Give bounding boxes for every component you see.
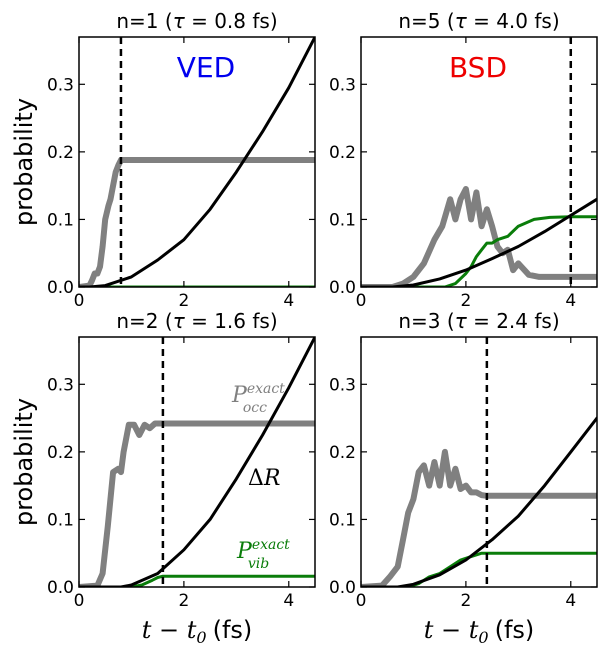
x-tick-label: 2: [178, 591, 189, 611]
annotation-p-occ: Pexact occ: [231, 381, 285, 416]
panel-n1: n=1 (τ = 0.8 fs) VED 0 2 4 0.0 0.1 0.2 0.3: [47, 9, 316, 311]
occ-curve: [361, 448, 597, 587]
vib-curve: [79, 574, 315, 587]
annotation-delta-r: ΔR: [248, 466, 280, 491]
panel-label-ved: VED: [177, 51, 235, 84]
y-tick-label: 0.0: [329, 278, 356, 298]
panel-title-n2: n=2 (τ = 1.6 fs): [116, 309, 277, 333]
panel-n5: n=5 (τ = 4.0 fs) BSD 0 2 4 0.0 0.1 0.2 0.3: [329, 9, 598, 311]
y-axis-label-top: probability: [10, 98, 38, 226]
panel-label-bsd: BSD: [449, 51, 507, 84]
y-tick-label: 0.1: [329, 210, 356, 230]
panel-title-n5: n=5 (τ = 4.0 fs): [398, 9, 559, 33]
delta-r-curve: [79, 337, 315, 587]
panel-n2: n=2 (τ = 1.6 fs) Pexact occ ΔR Pexact vib …: [47, 309, 316, 611]
x-tick-label: 0: [356, 591, 367, 611]
x-tick-label: 0: [74, 291, 85, 311]
y-tick-label: 0.2: [329, 443, 356, 463]
x-tick-label: 2: [460, 291, 471, 311]
y-tick-label: 0.1: [47, 210, 74, 230]
delta-r-curve: [361, 197, 597, 287]
y-tick-label: 0.3: [47, 75, 74, 95]
y-tick-label: 0.0: [47, 578, 74, 598]
y-tick-label: 0.2: [47, 443, 74, 463]
delta-r-curve: [79, 37, 315, 287]
x-tick-label: 4: [565, 591, 576, 611]
y-axis-label-bottom: probability: [10, 398, 38, 526]
axes-frame: [360, 336, 598, 588]
panel-title-n3: n=3 (τ = 2.4 fs): [398, 309, 559, 333]
y-tick-label: 0.3: [329, 75, 356, 95]
panel-n3: n=3 (τ = 2.4 fs) 0 2 4 0.0 0.1 0.2 0.3: [329, 309, 598, 611]
annotation-p-vib: Pexact vib: [236, 537, 290, 572]
y-tick-label: 0.3: [329, 375, 356, 395]
panel-title-n1: n=1 (τ = 0.8 fs): [116, 9, 277, 33]
occ-curve: [361, 186, 597, 287]
delta-r-curve: [361, 416, 597, 587]
x-tick-label: 4: [565, 291, 576, 311]
x-tick-label: 0: [74, 591, 85, 611]
x-tick-label: 2: [178, 291, 189, 311]
y-tick-label: 0.2: [47, 143, 74, 163]
vib-curve: [361, 215, 597, 287]
y-tick-label: 0.0: [47, 278, 74, 298]
occ-curve: [79, 420, 315, 587]
axes-frame: [360, 36, 598, 288]
y-tick-label: 0.1: [47, 510, 74, 530]
x-tick-label: 4: [283, 591, 294, 611]
axes-frame: [78, 36, 316, 288]
x-tick-label: 4: [283, 291, 294, 311]
y-tick-label: 0.3: [47, 375, 74, 395]
x-tick-label: 2: [460, 591, 471, 611]
y-tick-label: 0.0: [329, 578, 356, 598]
occ-curve: [79, 157, 315, 287]
y-tick-label: 0.1: [329, 510, 356, 530]
x-tick-label: 0: [356, 291, 367, 311]
x-axis-label-right: t − t0 (fs): [424, 616, 535, 646]
y-tick-label: 0.2: [329, 143, 356, 163]
axes-frame: [78, 336, 316, 588]
x-axis-label-left: t − t0 (fs): [142, 616, 253, 646]
